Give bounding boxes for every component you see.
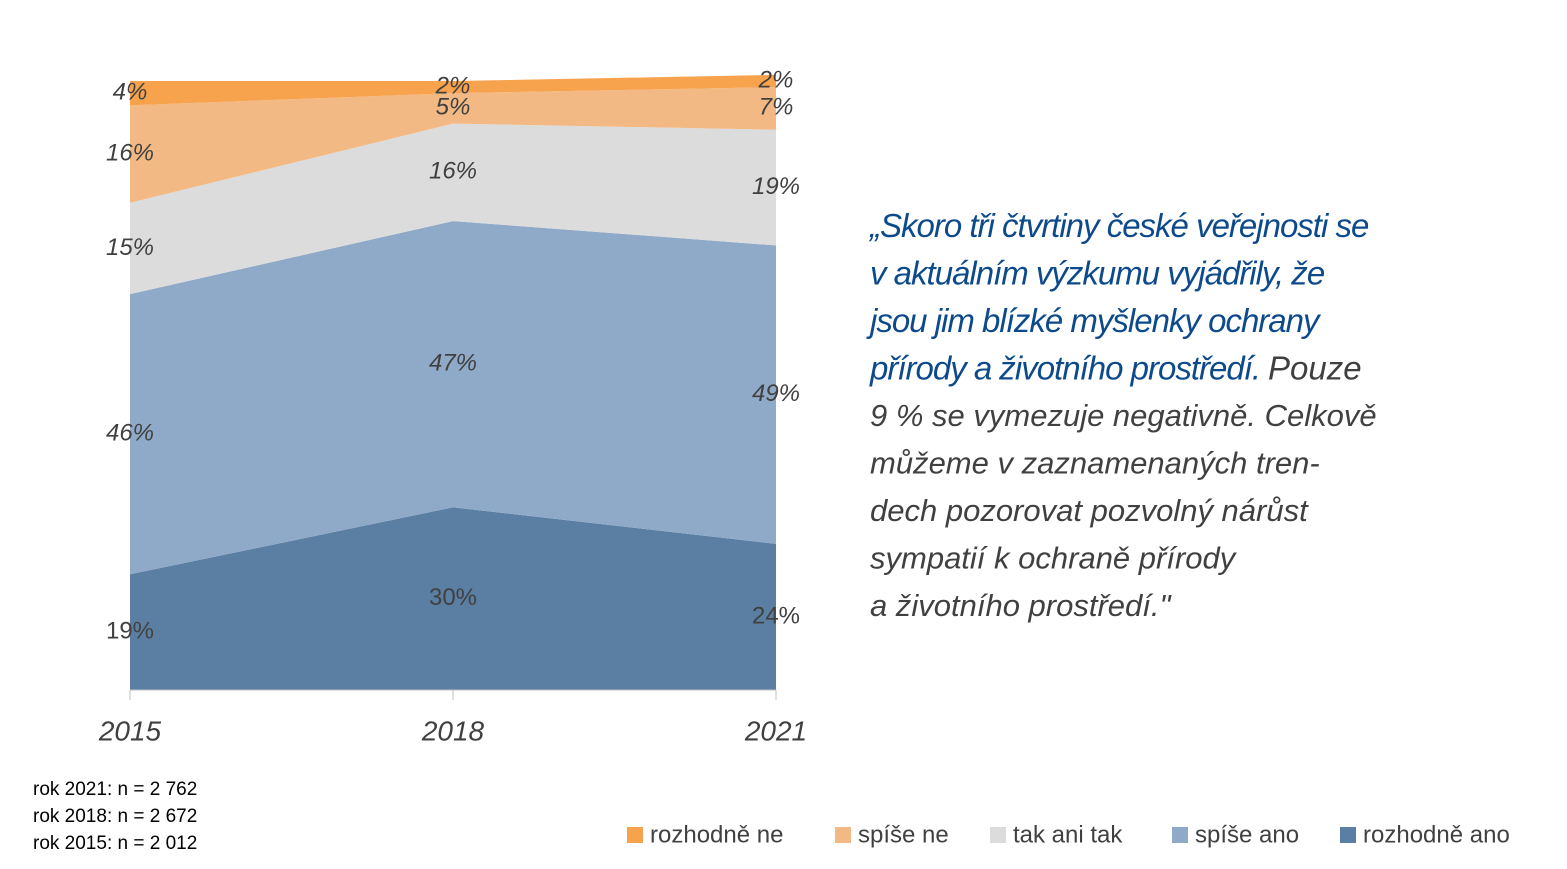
data-label: 2% [758,66,794,93]
data-label: 16% [429,158,477,185]
data-label: 2% [435,72,471,99]
quote-line: sympatií k ochraně přírody [870,541,1238,576]
legend-label: tak ani tak [1013,821,1123,848]
legend-swatch [1340,827,1356,843]
data-label: 24% [752,602,800,629]
legend-swatch [990,827,1006,843]
quote-highlight: „Skoro tři čtvrtiny české veřejnosti se [868,207,1369,244]
legend-swatch [627,827,643,843]
area [130,221,776,575]
note: rok 2021: n = 2 762 [33,779,197,800]
legend-label: spíše ano [1195,821,1299,848]
data-label: 4% [113,79,148,106]
legend-swatch [835,827,851,843]
legend-label: rozhodně ne [650,821,783,848]
area [130,87,776,203]
data-label: 19% [752,173,800,200]
quote-line: „Skoro tři čtvrtiny české veřejnosti se [868,207,1369,244]
note: rok 2018: n = 2 672 [33,806,197,827]
data-label: 46% [106,420,154,447]
quote-highlight: přírody a životního prostředí. [869,349,1260,386]
x-tick-label: 2015 [98,715,162,746]
legend-swatch [1172,827,1188,843]
legend-label: spíše ne [858,821,949,848]
x-tick-label: 2021 [744,715,807,746]
quote-line: 9 % se vymezuje negativně. Celkově [870,398,1377,433]
quote-line: v aktuálním výzkumu vyjádřily, že [870,254,1325,291]
quote-highlight: v aktuálním výzkumu vyjádřily, že [870,254,1325,291]
quote-line: můžeme v zaznamenaných tren- [870,446,1320,481]
data-label: 7% [759,94,794,121]
area [130,123,776,295]
data-label: 30% [429,584,477,611]
quote-line: přírody a životního prostředí. Pouze [869,349,1362,386]
data-label: 16% [106,139,154,166]
data-label: 19% [106,617,154,644]
area [130,74,776,106]
data-label: 5% [436,94,471,121]
quote-line: dech pozorovat pozvolný nárůst [870,493,1309,528]
data-label: 49% [752,380,800,407]
quote-line: jsou jim blízké myšlenky ochrany [866,302,1322,339]
quote-line: a životního prostředí." [870,588,1172,623]
area [130,507,776,690]
note: rok 2015: n = 2 012 [33,833,197,854]
quote-text: Pouze [1268,349,1362,386]
data-label: 47% [429,350,477,377]
data-label: 15% [106,234,154,261]
quote-highlight: jsou jim blízké myšlenky ochrany [866,302,1322,339]
legend-label: rozhodně ano [1363,821,1510,848]
x-tick-label: 2018 [421,715,485,746]
